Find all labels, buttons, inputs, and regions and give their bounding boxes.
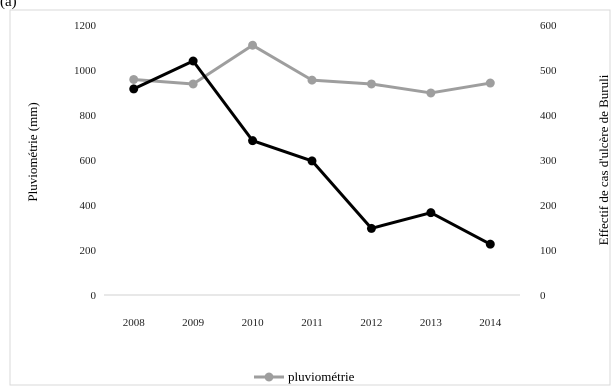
legend-marker	[264, 372, 274, 382]
x-tick-label: 2011	[301, 317, 323, 329]
x-tick-label: 2008	[123, 317, 146, 329]
y-right-tick-label: 0	[540, 290, 546, 302]
y-right-tick-label: 300	[540, 155, 557, 167]
legend-label-pluviometrie: pluviométrie	[288, 369, 355, 384]
series-1-point	[366, 223, 376, 233]
y-left-tick-label: 200	[80, 245, 97, 257]
y-left-tick-label: 600	[80, 155, 97, 167]
legend: pluviométrie	[254, 369, 355, 384]
series-line-1	[133, 59, 491, 246]
y-right-tick-label: 400	[540, 110, 557, 122]
y-right-axis-title: Effectif de cas d'ulcère de Buruli	[596, 74, 611, 245]
series-line-0	[133, 43, 491, 95]
series-1-point	[485, 239, 495, 249]
y-right-tick-label: 200	[540, 200, 557, 212]
y-left-axis-title: Pluviométrie (mm)	[25, 102, 40, 201]
x-tick-label: 2010	[242, 317, 265, 329]
y-left-tick-label: 800	[80, 110, 97, 122]
x-tick-label: 2009	[182, 317, 205, 329]
series-0-point	[188, 79, 198, 89]
series-0-point	[485, 78, 495, 88]
series-1-point	[426, 208, 436, 218]
series-1-point	[248, 136, 258, 146]
y-right-tick-label: 100	[540, 245, 557, 257]
series-0-point	[248, 40, 258, 50]
figure-corner-label: (a)	[0, 0, 17, 10]
y-left-tick-label: 0	[91, 290, 97, 302]
y-right-tick-label: 600	[540, 20, 557, 32]
series-0-point	[426, 88, 436, 98]
y-left-tick-label: 400	[80, 200, 97, 212]
y-left-tick-label: 1000	[74, 65, 97, 77]
chart-border	[9, 9, 611, 386]
x-tick-label: 2012	[360, 317, 382, 329]
x-tick-label: 2013	[420, 317, 443, 329]
series-1-point	[307, 156, 317, 166]
series-0-point	[129, 74, 139, 84]
y-right-tick-label: 500	[540, 65, 557, 77]
series-0-point	[366, 79, 376, 89]
y-left-tick-label: 1200	[74, 20, 97, 32]
series-1-point	[188, 56, 198, 66]
series-1-point	[129, 84, 139, 94]
x-tick-label: 2014	[479, 317, 502, 329]
series-0-point	[307, 75, 317, 85]
